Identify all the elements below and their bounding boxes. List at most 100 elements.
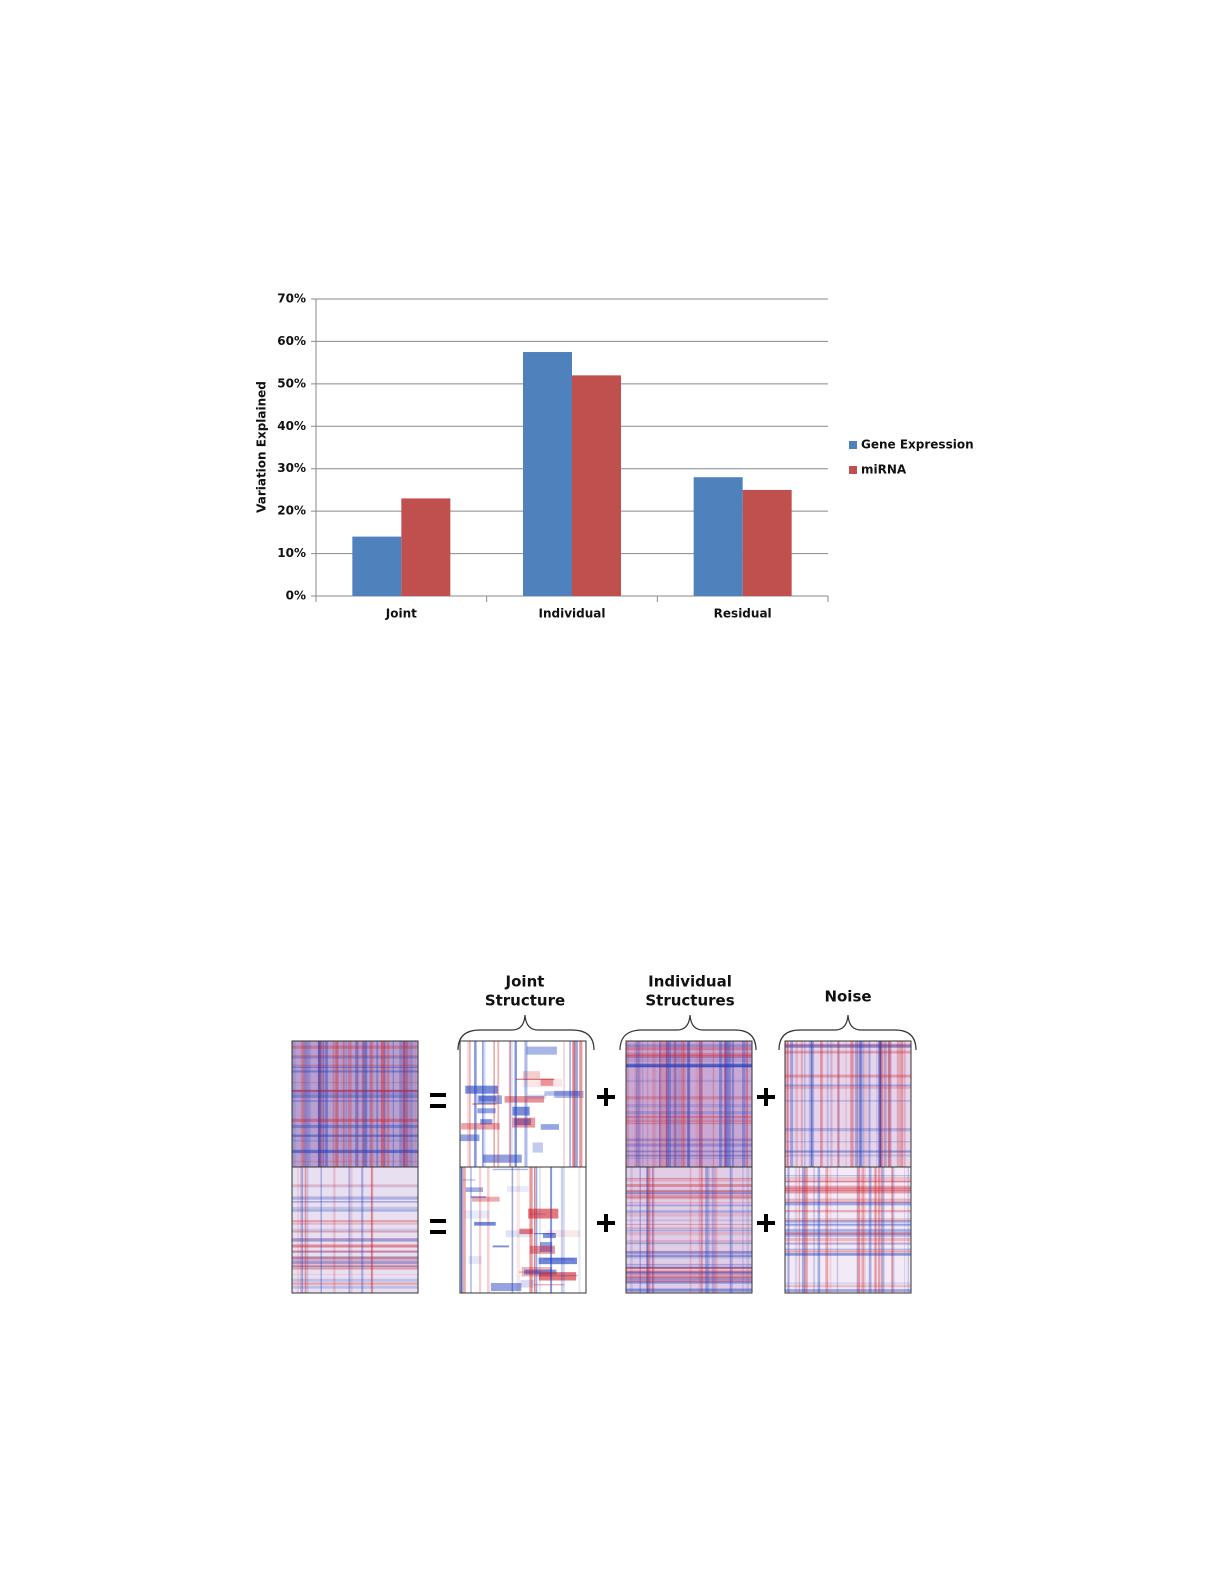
heatmap-texture (900, 1041, 904, 1167)
heatmap-texture (785, 1253, 911, 1255)
heatmap-texture (711, 1167, 715, 1293)
heatmap-texture (626, 1063, 752, 1068)
heatmap-texture (858, 1041, 862, 1167)
heatmap-texture (785, 1230, 911, 1234)
brace (457, 1014, 595, 1051)
heatmap-texture (877, 1167, 881, 1293)
heatmap-texture (626, 1191, 752, 1195)
heatmap-texture (724, 1041, 728, 1167)
heatmap-texture (472, 1103, 497, 1105)
heatmap-texture (380, 1041, 383, 1167)
heatmap-texture (880, 1041, 882, 1167)
heatmap-texture (652, 1167, 655, 1293)
heatmap-texture (292, 1261, 418, 1264)
heatmap-texture (477, 1108, 496, 1114)
heatmap-texture (292, 1184, 418, 1187)
heatmap-texture (626, 1138, 752, 1142)
heatmap-texture (383, 1041, 386, 1167)
heatmap-texture (405, 1041, 408, 1167)
heatmap-texture (626, 1189, 752, 1193)
heatmap-texture (674, 1041, 677, 1167)
heatmap-texture (462, 1179, 476, 1181)
heatmap-texture (891, 1167, 894, 1293)
heatmap (784, 1166, 912, 1294)
heatmap-texture (785, 1217, 911, 1222)
heatmap-texture (817, 1167, 821, 1293)
bar (572, 375, 621, 596)
heatmap-texture (292, 1055, 418, 1058)
heatmap-texture (785, 1041, 789, 1167)
heatmap-texture (680, 1041, 684, 1167)
heatmap-texture (626, 1229, 752, 1232)
equals-sign (430, 1104, 446, 1108)
heatmap-texture (292, 1256, 418, 1260)
heatmap-texture (626, 1242, 752, 1245)
heatmap-texture (300, 1167, 302, 1293)
heatmap-texture (888, 1041, 891, 1167)
brace (619, 1014, 757, 1051)
heatmap-texture (403, 1041, 405, 1167)
heatmap-base (626, 1041, 752, 1167)
heatmap-texture (626, 1267, 752, 1269)
heatmap-texture (712, 1041, 715, 1167)
heatmap-texture (509, 1041, 511, 1167)
heatmap-texture (785, 1100, 911, 1102)
heatmap-texture (292, 1089, 418, 1092)
heatmap-texture (626, 1255, 752, 1259)
heatmap-texture (292, 1209, 418, 1212)
heatmap-texture (400, 1041, 404, 1167)
heatmap-texture (688, 1041, 692, 1167)
heatmap-texture (461, 1167, 463, 1293)
heatmap-texture (532, 1142, 543, 1153)
heatmap-texture (804, 1167, 808, 1293)
heatmap-texture (785, 1202, 911, 1206)
heatmap-texture (292, 1285, 418, 1289)
heatmap-texture (539, 1167, 541, 1293)
heatmap-texture (527, 1094, 546, 1099)
heatmap-texture (785, 1084, 911, 1087)
heatmap-texture (785, 1233, 911, 1237)
heatmap-texture (626, 1266, 752, 1269)
heatmap-texture (626, 1288, 752, 1292)
heatmap-texture (626, 1064, 752, 1067)
heatmap-texture (519, 1271, 542, 1273)
heatmap-texture (626, 1066, 752, 1068)
heatmap (784, 1040, 912, 1168)
heatmap (625, 1166, 753, 1294)
legend-label: miRNA (861, 463, 907, 477)
heatmap-texture (470, 1167, 472, 1293)
heatmap-texture (370, 1041, 373, 1167)
heatmap-texture (785, 1285, 911, 1288)
heatmap-texture (651, 1167, 654, 1293)
bar (523, 352, 572, 596)
heatmap-base (292, 1167, 418, 1293)
heatmap-texture (683, 1041, 686, 1167)
y-tick-label: 70% (277, 292, 306, 306)
heatmap-texture (630, 1167, 633, 1293)
brace (778, 1014, 917, 1051)
heatmap-texture (464, 1210, 490, 1219)
heatmap-texture (665, 1041, 667, 1167)
heatmap-texture (370, 1167, 373, 1293)
heatmap-texture (626, 1115, 752, 1119)
plus-sign (604, 1214, 608, 1232)
heatmap-texture (292, 1056, 418, 1059)
heatmap-texture (292, 1066, 418, 1069)
plus-sign (764, 1088, 768, 1106)
heatmap-texture (879, 1041, 883, 1167)
y-tick-label: 10% (277, 546, 306, 560)
heatmap-texture (705, 1167, 709, 1293)
heatmap-texture (837, 1041, 840, 1167)
heatmap-texture (700, 1041, 703, 1167)
heatmap-texture (785, 1223, 911, 1226)
heatmap-texture (878, 1041, 882, 1167)
heatmap-texture (345, 1041, 348, 1167)
bar (401, 498, 451, 596)
heatmap-texture (626, 1210, 752, 1213)
heatmap-texture (813, 1167, 815, 1293)
heatmap-texture (626, 1157, 752, 1159)
heatmap-texture (469, 1041, 471, 1167)
heatmap-texture (626, 1095, 752, 1098)
heatmap-texture (674, 1041, 676, 1167)
